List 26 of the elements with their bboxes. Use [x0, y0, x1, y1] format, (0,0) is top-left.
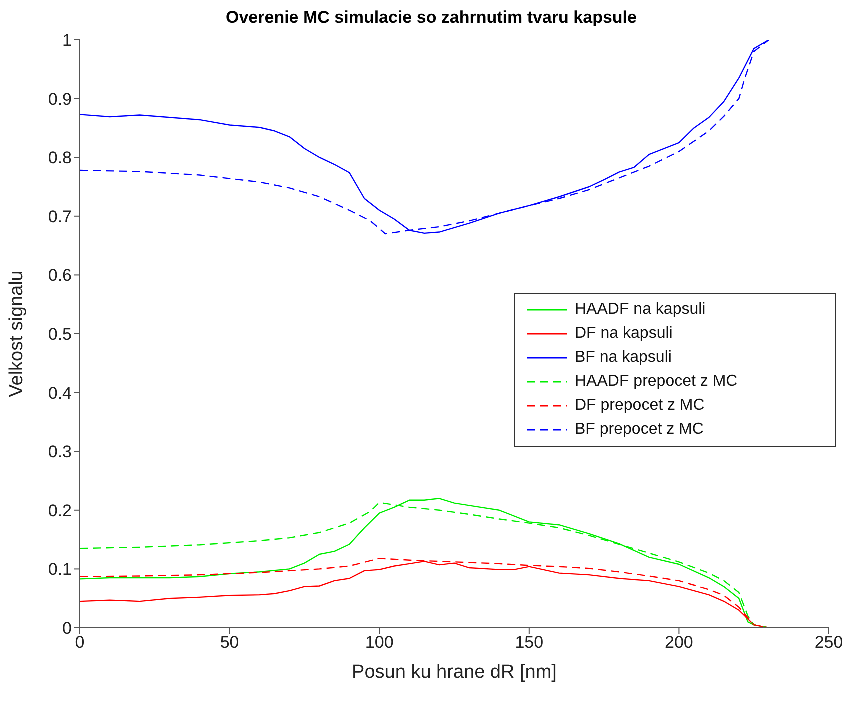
y-tick-label: 0.3 — [48, 442, 72, 462]
y-tick-label: 0.5 — [48, 325, 72, 344]
y-tick-label: 0.6 — [48, 266, 72, 286]
legend-label: DF prepocet z MC — [575, 397, 705, 415]
x-tick-label: 100 — [365, 633, 394, 652]
y-tick-label: 0.4 — [48, 384, 72, 403]
legend-label: DF na kapsuli — [575, 325, 673, 343]
legend-label: BF prepocet z MC — [575, 421, 704, 439]
chart-title: Overenie MC simulacie so zahrnutim tvaru kapsule — [226, 8, 637, 27]
x-tick-label: 250 — [814, 633, 844, 652]
y-tick-label: 0.9 — [48, 90, 72, 109]
legend-label: BF na kapsuli — [575, 349, 672, 367]
y-tick-label: 0.8 — [48, 148, 72, 168]
y-tick-label: 1 — [62, 31, 72, 50]
y-tick-label: 0.7 — [48, 207, 72, 226]
y-tick-label: 0 — [62, 619, 72, 638]
x-axis-title: Posun ku hrane dR [nm] — [352, 662, 557, 683]
x-tick-label: 0 — [75, 633, 85, 652]
x-tick-label: 150 — [515, 633, 544, 652]
x-tick-label: 200 — [665, 633, 694, 652]
y-tick-label: 0.2 — [48, 501, 72, 520]
x-tick-label: 50 — [220, 633, 240, 652]
legend-label: HAADF prepocet z MC — [575, 373, 738, 391]
legend-label: HAADF na kapsuli — [575, 301, 706, 319]
y-axis-title: Velkost signalu — [6, 270, 28, 398]
y-tick-label: 0.1 — [48, 560, 72, 580]
